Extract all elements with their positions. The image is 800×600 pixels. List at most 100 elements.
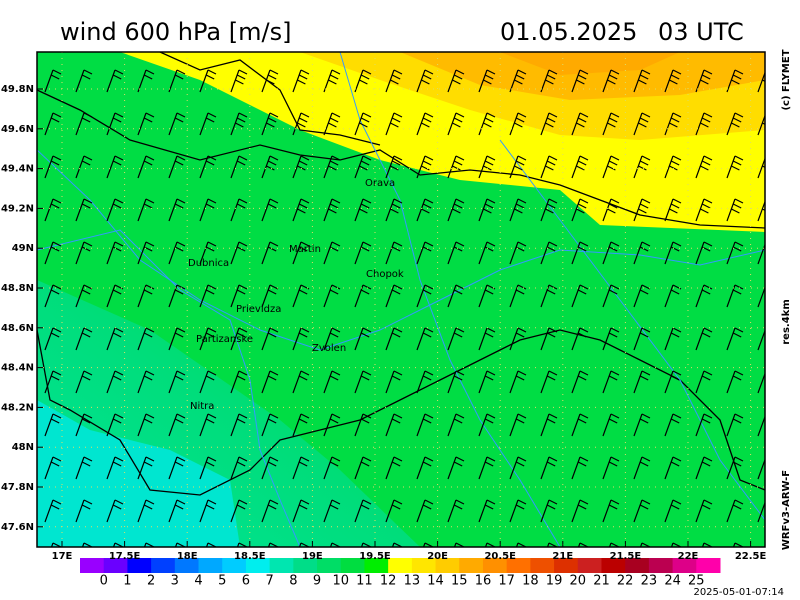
colorbar-label: 21 bbox=[593, 574, 610, 589]
colorbar-swatch bbox=[411, 558, 437, 573]
colorbar-swatch bbox=[151, 558, 176, 573]
wind-barb bbox=[695, 413, 713, 437]
wind-barb bbox=[416, 69, 434, 93]
wind-barb bbox=[75, 499, 93, 523]
wind-barb bbox=[757, 70, 765, 93]
wind-barb bbox=[385, 155, 403, 179]
colorbar-swatch bbox=[80, 558, 105, 573]
colorbar-label: 17 bbox=[498, 574, 515, 589]
wind-barb bbox=[354, 370, 372, 394]
wind-barb bbox=[664, 456, 682, 480]
wind-barb bbox=[602, 499, 620, 523]
wind-barb bbox=[106, 198, 124, 222]
wind-barb bbox=[137, 284, 155, 308]
wind-barb bbox=[75, 241, 93, 265]
colorbar-swatch bbox=[696, 558, 721, 573]
colorbar-swatch bbox=[364, 558, 389, 573]
wind-barb bbox=[44, 112, 62, 136]
wind-barb bbox=[478, 413, 496, 437]
lon-tick-label: 17.5E bbox=[109, 551, 141, 562]
wind-barb bbox=[137, 499, 155, 523]
wind-barb bbox=[385, 241, 403, 265]
wind-barb bbox=[75, 456, 93, 480]
wind-barb bbox=[633, 327, 651, 351]
wind-barb bbox=[199, 499, 217, 523]
wind-barb bbox=[695, 198, 713, 222]
lat-tick-label: 48.4N bbox=[1, 363, 34, 374]
wind-barb bbox=[602, 241, 620, 265]
city-label: Prievidza bbox=[236, 304, 281, 315]
wind-barb bbox=[75, 370, 93, 394]
wind-barb bbox=[75, 69, 93, 93]
wind-barb bbox=[199, 69, 217, 93]
wind-barb bbox=[385, 284, 403, 308]
field-cyan bbox=[37, 400, 240, 547]
wind-barb bbox=[695, 370, 713, 394]
wind-barb bbox=[168, 241, 186, 265]
colorbar-label: 12 bbox=[380, 574, 397, 589]
wind-barb bbox=[478, 456, 496, 480]
wind-barb bbox=[571, 413, 589, 437]
wind-barb bbox=[633, 155, 651, 179]
lat-tick-label: 49.8N bbox=[1, 84, 34, 95]
colorbar-swatch bbox=[388, 558, 413, 573]
wind-barb bbox=[44, 456, 62, 480]
wind-barb bbox=[44, 198, 62, 222]
wind-barb bbox=[664, 413, 682, 437]
wind-barb bbox=[292, 370, 310, 394]
wind-barb bbox=[633, 69, 651, 93]
lat-tick-label: 48.2N bbox=[1, 402, 34, 413]
wind-barb bbox=[261, 241, 279, 265]
colorbar-label: 20 bbox=[570, 574, 587, 589]
colorbar-swatch bbox=[317, 558, 342, 573]
wind-barb bbox=[137, 155, 155, 179]
city-label: Partizanske bbox=[196, 334, 253, 345]
river bbox=[37, 229, 301, 547]
wind-barb bbox=[323, 499, 341, 523]
wind-barb bbox=[726, 327, 744, 351]
colorbar-label: 5 bbox=[218, 574, 226, 589]
wind-barb bbox=[385, 112, 403, 136]
lon-tick-label: 18E bbox=[177, 551, 198, 562]
wind-barb bbox=[447, 69, 465, 93]
colorbar-swatch bbox=[672, 558, 697, 573]
lon-tick-label: 17E bbox=[52, 551, 73, 562]
wind-barb bbox=[726, 155, 744, 179]
wind-barb bbox=[168, 413, 186, 437]
wind-barb bbox=[509, 327, 527, 351]
city-label: Zvolen bbox=[312, 343, 346, 354]
wind-barb bbox=[292, 69, 310, 93]
wind-barb bbox=[261, 327, 279, 351]
wind-barb bbox=[261, 456, 279, 480]
wind-barb bbox=[602, 284, 620, 308]
wind-barb bbox=[726, 241, 744, 265]
wind-barb bbox=[199, 370, 217, 394]
border bbox=[37, 89, 765, 229]
wind-barb bbox=[478, 499, 496, 523]
colorbar-label: 6 bbox=[242, 574, 250, 589]
wind-barb bbox=[230, 456, 248, 480]
wind-barb bbox=[323, 456, 341, 480]
wind-barb bbox=[292, 327, 310, 351]
lat-tick-label: 48.6N bbox=[1, 323, 34, 334]
model: WRFv3-ARW-F bbox=[781, 470, 792, 550]
wind-barb bbox=[726, 499, 744, 523]
colorbar-swatch bbox=[293, 558, 318, 573]
wind-barb bbox=[540, 327, 558, 351]
lon-tick-label: 21.5E bbox=[610, 551, 642, 562]
wind-barb bbox=[168, 284, 186, 308]
wind-barb bbox=[292, 155, 310, 179]
colorbar-label: 19 bbox=[546, 574, 563, 589]
wind-barb bbox=[354, 413, 372, 437]
colorbar-label: 14 bbox=[427, 574, 444, 589]
colorbar-label: 11 bbox=[356, 574, 373, 589]
wind-barb bbox=[571, 370, 589, 394]
wind-barb bbox=[695, 284, 713, 308]
wind-barb bbox=[447, 327, 465, 351]
wind-barb bbox=[106, 155, 124, 179]
wind-barb bbox=[571, 456, 589, 480]
wind-barb bbox=[292, 241, 310, 265]
colorbar-swatch bbox=[198, 558, 223, 573]
wind-barb bbox=[695, 69, 713, 93]
wind-barb bbox=[509, 198, 527, 222]
